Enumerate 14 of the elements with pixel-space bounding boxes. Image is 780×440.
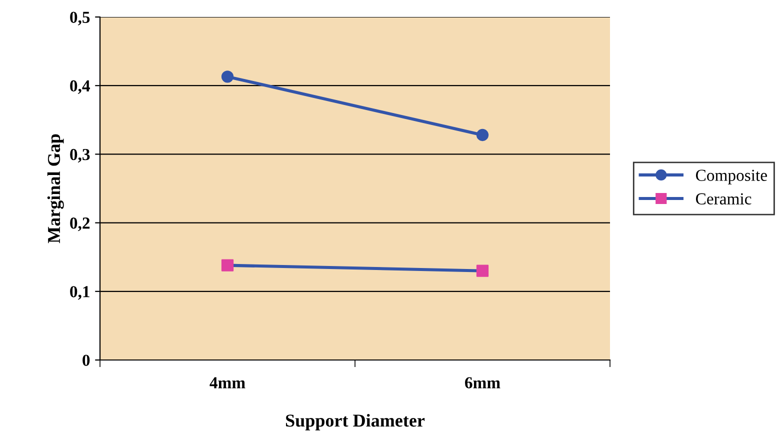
y-tick-label: 0,2 bbox=[70, 218, 90, 232]
y-tick-label: 0,3 bbox=[70, 148, 90, 163]
y-tick-label: 0,1 bbox=[70, 286, 90, 300]
y-tick-label: 0 bbox=[82, 354, 90, 366]
point bbox=[221, 259, 234, 272]
legend-label: Composite bbox=[696, 170, 767, 184]
point bbox=[476, 264, 489, 277]
x-tick-label: 4mm bbox=[210, 377, 246, 388]
legend-label: Ceramic bbox=[696, 193, 752, 204]
x-axis-title: Support Diameter bbox=[286, 414, 425, 430]
x-tick-label: 6mm bbox=[465, 377, 500, 388]
y-axis-title: Marginal Gap bbox=[47, 134, 64, 244]
y-tick-label: 0,4 bbox=[70, 80, 90, 94]
y-tick-label: 0,5 bbox=[70, 12, 90, 26]
